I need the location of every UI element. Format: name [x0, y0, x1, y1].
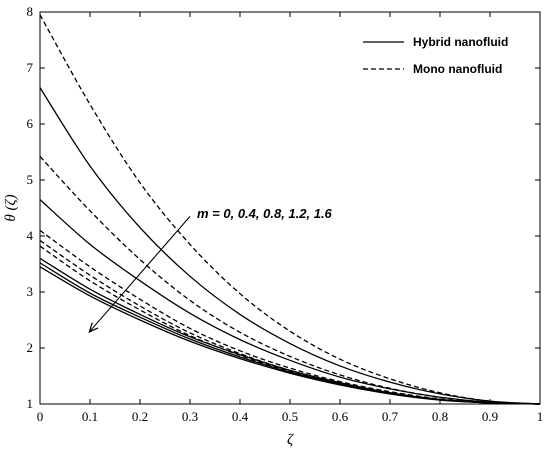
- x-tick-label: 0: [37, 409, 44, 424]
- y-tick-label: 3: [27, 284, 34, 299]
- legend: Hybrid nanofluid Mono nanofluid: [363, 35, 508, 76]
- mono-curve-6: [39, 156, 541, 405]
- x-tick-label: 0.8: [432, 409, 448, 424]
- y-tick-label: 7: [27, 60, 34, 75]
- x-tick-label: 0.2: [132, 409, 148, 424]
- mono-curve-9: [39, 245, 541, 405]
- y-tick-label: 5: [27, 172, 34, 187]
- x-tick-label: 0.9: [482, 409, 498, 424]
- x-tick-label: 0.3: [182, 409, 198, 424]
- legend-label-0: Hybrid nanofluid: [413, 35, 508, 49]
- x-tick-label: 0.7: [382, 409, 399, 424]
- legend-label-1: Mono nanofluid: [413, 62, 502, 76]
- x-tick-label: 0.5: [282, 409, 298, 424]
- x-axis-label: ζ: [287, 432, 294, 448]
- y-axis-label: θ (ζ): [3, 194, 19, 221]
- annotation-arrow: [90, 216, 191, 331]
- annotation: m = 0, 0.4, 0.8, 1.2, 1.6: [90, 206, 333, 331]
- y-tick-label: 2: [27, 340, 34, 355]
- x-tick-label: 0.6: [332, 409, 349, 424]
- annotation-text: m = 0, 0.4, 0.8, 1.2, 1.6: [197, 206, 333, 221]
- y-tick-label: 1: [27, 396, 34, 411]
- ticks: 0 0.1 0.2 0.3 0.4 0.5 0.6 0.7 0.8 0.9 1 1 2 3 4 5 6 7 8: [27, 4, 544, 424]
- y-tick-label: 4: [27, 228, 34, 243]
- x-tick-label: 0.1: [82, 409, 98, 424]
- y-tick-label: 6: [27, 116, 34, 131]
- x-tick-label: 0.4: [232, 409, 249, 424]
- y-tick-label: 8: [27, 4, 34, 19]
- curves: [39, 14, 541, 405]
- hybrid-curve-0: [39, 87, 541, 405]
- x-tick-label: 1: [537, 409, 544, 424]
- mono-curve-5: [39, 14, 541, 405]
